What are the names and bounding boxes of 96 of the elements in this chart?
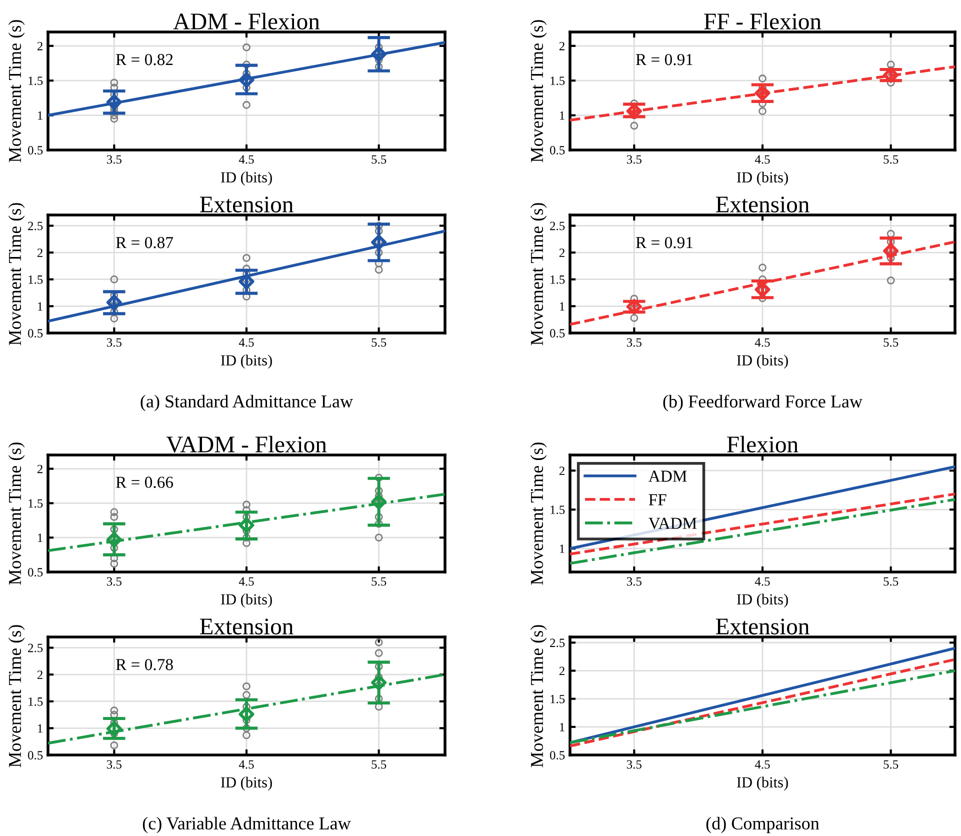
x-tick-label: 5.5 — [884, 760, 898, 769]
x-axis-title: ID (bits) — [736, 354, 788, 369]
y-axis-title: Movement Time (s) — [530, 203, 547, 346]
x-tick-label: 3.5 — [626, 338, 642, 347]
y-tick-label: 1 — [560, 111, 564, 120]
y-tick-label: 2.5 — [28, 644, 43, 652]
y-tick-label: 1 — [38, 111, 42, 120]
x-tick-label: 4.5 — [754, 760, 770, 769]
annotation: R = 0.78 — [116, 658, 173, 670]
y-axis-title: Movement Time (s) — [530, 20, 547, 162]
y-tick-label: 1.5 — [550, 275, 565, 284]
y-tick-label: 0.5 — [28, 751, 43, 760]
text: (c) Variable Admittance Law — [142, 816, 351, 834]
y-tick-label: 2.5 — [550, 222, 565, 230]
y-axis-title: Movement Time (s) — [8, 442, 25, 585]
chart-title: Extension — [716, 196, 810, 212]
y-tick-label: 2 — [37, 670, 42, 679]
y-tick-label: 2 — [559, 666, 564, 676]
y-tick-label: 2 — [37, 42, 42, 50]
annotation: R = 0.91 — [636, 54, 692, 66]
y-tick-label: 2 — [37, 248, 42, 257]
x-tick-label: 3.5 — [106, 338, 122, 347]
chart-title: VADM - Flexion — [166, 436, 327, 453]
chart-title: Extension — [200, 196, 294, 212]
x-tick-label: 3.5 — [106, 760, 122, 769]
x-axis-title: ID (bits) — [736, 172, 788, 186]
y-tick-label: 0.5 — [28, 329, 43, 338]
x-axis-title: ID (bits) — [220, 594, 272, 608]
annotation: R = 0.66 — [116, 476, 174, 488]
x-tick-label: 5.5 — [884, 155, 898, 164]
x-tick-label: 5.5 — [372, 760, 386, 769]
y-axis-title: Movement Time (s) — [8, 203, 25, 346]
x-tick-label: 4.5 — [754, 155, 770, 164]
chart-title: Extension — [200, 618, 294, 634]
chart-title: ADM - Flexion — [173, 12, 320, 30]
x-axis-title: ID (bits) — [220, 172, 272, 186]
legend-label: FF — [648, 494, 666, 506]
x-tick-label: 5.5 — [372, 155, 386, 164]
y-axis-title: Movement Time (s) — [530, 625, 547, 768]
y-tick-label: 2.5 — [28, 222, 43, 230]
y-tick-label: 0.5 — [28, 146, 43, 155]
chart-title: Flexion — [727, 436, 798, 452]
y-axis-title: Movement Time (s) — [530, 442, 547, 585]
x-tick-label: 3.5 — [106, 155, 122, 164]
x-tick-label: 4.5 — [238, 338, 254, 347]
x-tick-label: 5.5 — [372, 577, 386, 586]
x-tick-label: 5.5 — [884, 577, 898, 586]
x-tick-label: 3.5 — [626, 760, 642, 769]
legend-label: VADM — [648, 518, 697, 530]
y-tick-label: 2 — [559, 42, 564, 50]
x-tick-label: 4.5 — [238, 577, 254, 586]
text: (a) Standard Admittance Law — [140, 394, 353, 412]
y-tick-label: 2.5 — [550, 638, 565, 648]
chart-title: FF - Flexion — [704, 12, 822, 30]
y-tick-label: 1.5 — [550, 76, 565, 86]
y-tick-label: 1 — [560, 544, 564, 553]
y-axis-title: Movement Time (s) — [8, 20, 25, 162]
y-tick-label: 2 — [559, 248, 564, 257]
y-tick-label: 0.5 — [550, 329, 565, 338]
y-tick-label: 1 — [38, 724, 42, 733]
y-axis-title: Movement Time (s) — [8, 625, 25, 768]
x-axis-title: ID (bits) — [220, 776, 272, 791]
x-tick-label: 4.5 — [754, 338, 770, 347]
text: (d) Comparison — [706, 816, 820, 834]
x-axis-title: ID (bits) — [736, 594, 788, 608]
x-tick-label: 3.5 — [626, 155, 642, 164]
text: (b) Feedforward Force Law — [663, 394, 862, 412]
y-tick-label: 1.5 — [28, 275, 43, 284]
x-tick-label: 4.5 — [238, 155, 254, 164]
x-tick-label: 4.5 — [754, 577, 770, 586]
legend-label: ADM — [648, 470, 687, 482]
x-axis-title: ID (bits) — [736, 776, 788, 791]
y-tick-label: 1 — [560, 722, 564, 732]
x-axis-title: ID (bits) — [220, 354, 272, 369]
x-tick-label: 3.5 — [106, 577, 122, 586]
x-tick-label: 4.5 — [238, 760, 254, 769]
x-tick-label: 3.5 — [626, 577, 642, 586]
annotation: R = 0.82 — [116, 54, 173, 66]
y-tick-label: 0.5 — [28, 568, 43, 577]
y-tick-label: 1.5 — [28, 76, 43, 86]
x-tick-label: 5.5 — [884, 338, 898, 347]
annotation: R = 0.91 — [636, 236, 692, 248]
y-tick-label: 2 — [559, 466, 564, 475]
y-tick-label: 1.5 — [550, 506, 565, 514]
y-tick-label: 1.5 — [28, 499, 43, 508]
y-tick-label: 0.5 — [550, 146, 565, 155]
y-tick-label: 1 — [38, 302, 42, 311]
y-tick-label: 1 — [560, 302, 564, 311]
annotation: R = 0.87 — [116, 236, 174, 248]
y-tick-label: 1 — [38, 534, 42, 542]
x-tick-label: 5.5 — [372, 338, 386, 347]
y-tick-label: 2 — [37, 464, 42, 474]
y-tick-label: 0.5 — [550, 751, 565, 760]
y-tick-label: 1.5 — [28, 697, 43, 706]
y-tick-label: 1.5 — [550, 694, 565, 704]
chart-title: Extension — [716, 618, 810, 634]
